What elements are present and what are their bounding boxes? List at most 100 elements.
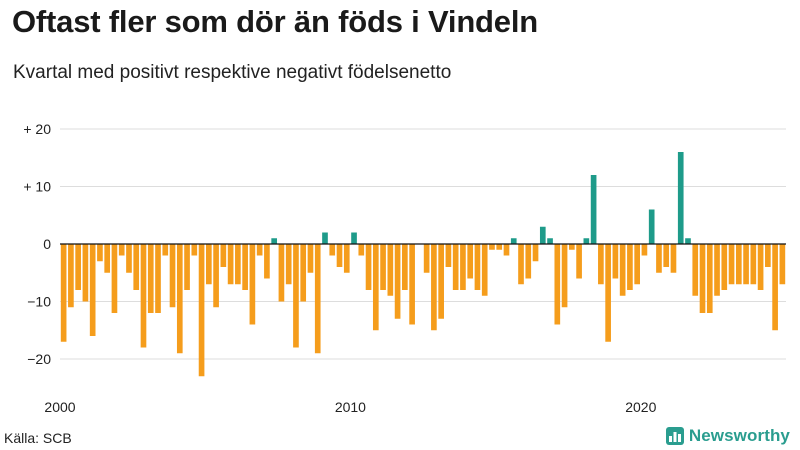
bar <box>481 244 488 296</box>
bar <box>227 244 234 285</box>
bar <box>300 244 307 302</box>
bar <box>438 244 444 319</box>
bar <box>97 244 103 262</box>
bar <box>503 244 510 256</box>
bar <box>706 244 713 313</box>
bar <box>765 244 771 267</box>
bar <box>525 244 532 279</box>
chart-title: Oftast fler som dör än föds i Vindeln <box>12 4 538 39</box>
bar <box>409 244 415 325</box>
bar <box>60 244 67 342</box>
y-tick-label: + 10 <box>23 179 51 195</box>
brand-name: Newsworthy <box>688 426 790 445</box>
bar <box>285 244 292 285</box>
bar <box>634 244 641 285</box>
bar <box>431 244 437 331</box>
bar <box>554 244 561 325</box>
bar <box>619 244 626 296</box>
x-tick-label: 2000 <box>44 399 75 415</box>
bar <box>728 244 735 285</box>
bar <box>539 226 546 244</box>
bar <box>583 238 590 244</box>
bar-chart-icon <box>665 427 684 445</box>
y-tick-label: −10 <box>27 294 51 310</box>
bar <box>489 244 495 250</box>
bar <box>147 244 154 313</box>
bar <box>772 244 778 331</box>
bar <box>423 244 430 273</box>
bar <box>605 244 611 342</box>
bar <box>372 244 379 331</box>
bar <box>118 244 125 256</box>
bar <box>612 244 619 279</box>
bar <box>547 238 553 244</box>
bar <box>648 209 655 244</box>
bar <box>692 244 699 296</box>
bar <box>721 244 728 290</box>
y-tick-label: + 20 <box>23 121 51 137</box>
bar <box>365 244 372 290</box>
source-note: Källa: SCB <box>4 430 72 446</box>
newsworthy-logo[interactable]: Newsworthy <box>665 426 790 446</box>
bar <box>271 238 278 244</box>
bar <box>293 244 299 348</box>
bar <box>779 244 786 285</box>
bar <box>387 244 394 296</box>
bar <box>75 244 81 290</box>
bar <box>561 244 568 308</box>
bar <box>380 244 386 290</box>
bar <box>699 244 706 313</box>
bar <box>322 232 328 244</box>
bar <box>307 244 314 273</box>
bar <box>474 244 481 290</box>
bar <box>89 244 96 336</box>
bar <box>663 244 670 267</box>
bar <box>576 244 582 279</box>
bar <box>162 244 169 256</box>
bar <box>242 244 248 290</box>
bar <box>111 244 118 313</box>
bar <box>394 244 401 319</box>
bar <box>590 175 597 244</box>
bar <box>133 244 140 290</box>
bar <box>743 244 749 285</box>
bar <box>140 244 147 348</box>
bar <box>184 244 190 290</box>
bar <box>68 244 74 308</box>
bar <box>126 244 132 273</box>
bar <box>314 244 321 354</box>
bar <box>445 244 452 267</box>
y-axis-labels: + 20 + 10 0 −10 −20 <box>23 121 51 367</box>
x-axis-labels: 2000 2010 2020 <box>44 399 656 415</box>
bar-chart: + 20 + 10 0 −10 −20 2000 2010 2020 <box>23 121 786 415</box>
bar <box>750 244 757 285</box>
bar <box>757 244 764 290</box>
bar <box>343 244 350 273</box>
y-tick-label: −20 <box>27 351 51 367</box>
bar <box>220 244 227 267</box>
bar <box>198 244 205 377</box>
bar <box>82 244 89 302</box>
bar <box>496 244 503 250</box>
bar <box>235 244 241 285</box>
bar <box>264 244 270 279</box>
bar <box>351 232 357 244</box>
bar <box>714 244 720 296</box>
bar <box>176 244 183 354</box>
bar <box>510 238 517 244</box>
bar <box>191 244 198 256</box>
bar <box>735 244 742 285</box>
bar <box>205 244 212 285</box>
bar <box>336 244 343 267</box>
bar <box>278 244 285 302</box>
bar <box>568 244 575 250</box>
bar <box>685 238 691 244</box>
bar <box>532 244 539 262</box>
bar <box>358 244 365 256</box>
bar <box>518 244 524 285</box>
bar <box>627 244 633 290</box>
bar <box>656 244 662 273</box>
x-tick-label: 2020 <box>625 399 656 415</box>
bar <box>641 244 648 256</box>
bar <box>329 244 336 256</box>
